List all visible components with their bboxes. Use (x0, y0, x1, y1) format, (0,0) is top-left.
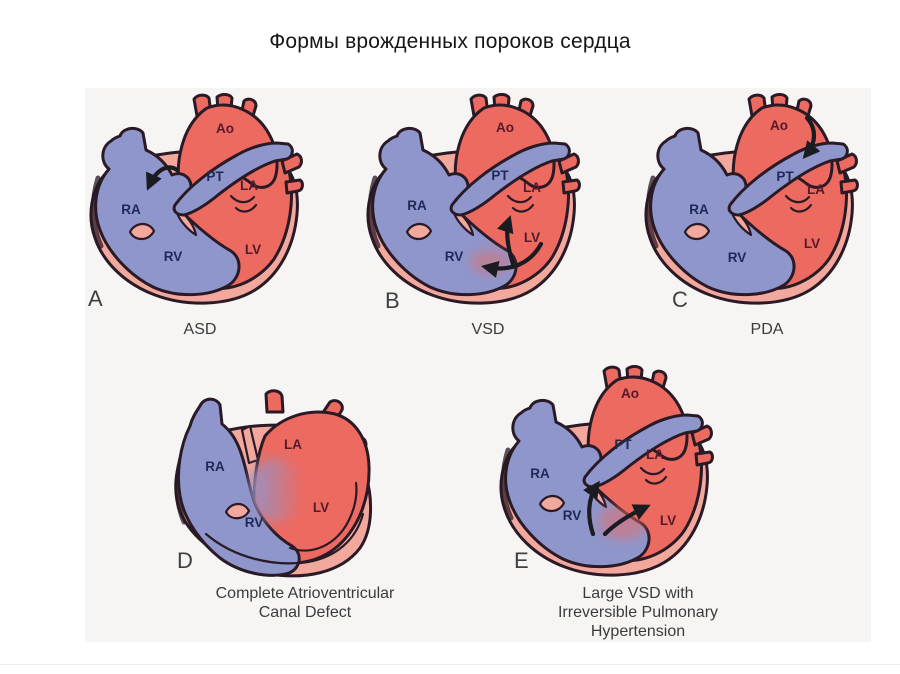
label-pulmonary-trunk: PT (491, 168, 509, 183)
panel-letter: A (88, 286, 103, 311)
label-right-ventricle: RV (563, 508, 582, 523)
label-right-ventricle: RV (164, 249, 183, 264)
shunt-arrow-rv-to-lv (602, 504, 651, 537)
panel-caption: Large VSD with Irreversible Pulmonary Hy… (557, 585, 719, 640)
panel-letter: D (177, 548, 193, 573)
label-left-ventricle: LV (524, 230, 540, 245)
panel-letter: E (514, 548, 529, 573)
label-left-atrium: LA (523, 180, 541, 195)
label-aorta: Ao (496, 120, 514, 135)
label-left-ventricle: LV (660, 513, 676, 528)
shunt-arrow-la-to-ra (146, 165, 180, 191)
label-right-ventricle: RV (728, 250, 747, 265)
heart-diagram-large-vsd: Ao PT LA RA RV LV (495, 364, 715, 579)
shunt-arrow-lv-to-rv (480, 241, 544, 278)
label-right-atrium: RA (121, 202, 141, 217)
label-left-atrium: LA (240, 178, 258, 193)
label-left-ventricle: LV (245, 242, 261, 257)
panel-letter: C (672, 287, 688, 312)
panel-caption: VSD (471, 321, 505, 338)
label-right-ventricle: RV (445, 249, 464, 264)
heart-diagram-pda: Ao PT LA RA RV LV (640, 92, 860, 307)
panel-letter: B (385, 288, 400, 313)
label-aorta: Ao (770, 118, 788, 133)
heart-diagram-vsd: Ao PT LA RA RV LV (362, 92, 582, 307)
label-right-ventricle: RV (245, 515, 264, 530)
label-left-atrium: LA (807, 182, 825, 197)
label-right-atrium: RA (205, 459, 225, 474)
label-aorta: Ao (216, 121, 234, 136)
label-left-atrium: LA (646, 447, 664, 462)
shunt-arrow-rv-to-pt (583, 480, 600, 537)
label-right-atrium: RA (530, 466, 550, 481)
label-left-ventricle: LV (313, 500, 329, 515)
label-pulmonary-trunk: PT (614, 437, 632, 452)
label-aorta: Ao (621, 386, 639, 401)
ductus-arrow-ao-to-pt (802, 115, 821, 159)
label-right-atrium: RA (407, 198, 427, 213)
slide-title: Формы врожденных пороков сердца (269, 30, 631, 53)
mixing-blend (470, 249, 510, 275)
bottom-divider (0, 664, 900, 665)
label-pulmonary-trunk: PT (776, 169, 794, 184)
label-left-ventricle: LV (804, 236, 820, 251)
label-pulmonary-trunk: PT (206, 169, 224, 184)
heart-diagram-av-canal: LA RA RV LV (174, 389, 373, 578)
label-left-atrium: LA (284, 437, 302, 452)
label-right-atrium: RA (689, 202, 709, 217)
panel-caption: PDA (750, 321, 784, 338)
panel-caption: Complete Atrioventricular Canal Defect (215, 585, 395, 621)
panel-caption: ASD (183, 321, 217, 338)
heart-diagram-asd: Ao PT LA RA RV LV (85, 92, 305, 307)
shunt-arrow-lv-to-pt (497, 215, 516, 267)
